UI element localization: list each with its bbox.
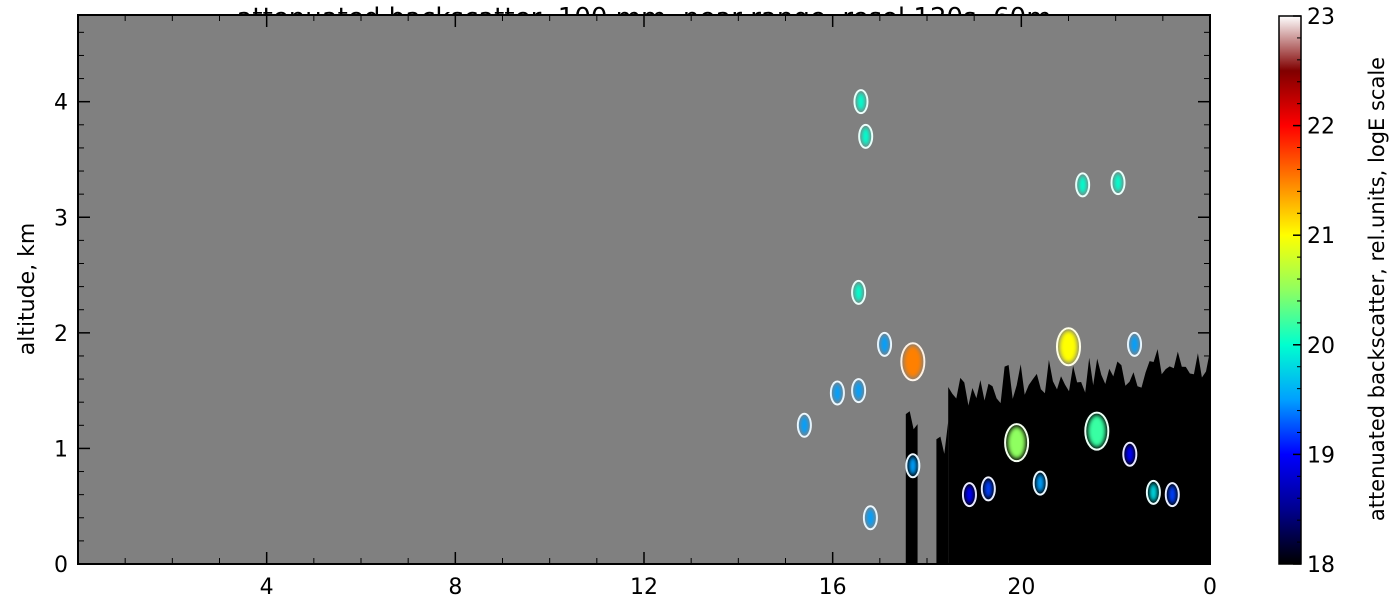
y-tick-label: 2 — [54, 322, 68, 347]
x-tick-label: 4 — [260, 575, 274, 599]
colorbar-tick-label: 19 — [1307, 443, 1335, 468]
feature-outline — [1164, 482, 1180, 508]
feature-mark — [1036, 474, 1045, 493]
feature-outline — [858, 123, 874, 149]
feature-mark — [1007, 426, 1026, 459]
y-axis: 0 1 2 3 4 — [54, 31, 1210, 578]
feature-outline — [1127, 331, 1143, 357]
feature-mark — [908, 456, 917, 475]
colorbar-label: attenuated backscatter, rel.units, logE … — [1365, 57, 1389, 521]
feature-outline — [1084, 411, 1110, 451]
x-axis: 4 8 12 16 20 0 — [124, 15, 1217, 600]
feature-outline — [961, 482, 977, 508]
x-tick-label: 16 — [819, 575, 847, 599]
feature-mark — [856, 92, 865, 111]
y-tick-label: 4 — [54, 91, 68, 116]
x-tick-label: 0 — [1203, 575, 1217, 599]
feature-outline — [900, 342, 926, 382]
feature-outline — [796, 412, 812, 438]
feature-mark — [854, 283, 863, 302]
feature-outline — [829, 380, 845, 406]
feature-outline — [1122, 441, 1138, 467]
feature-outline — [1032, 470, 1048, 496]
feature-outline — [1110, 170, 1126, 196]
colorbar-tick-label: 21 — [1307, 224, 1335, 249]
feature-mark — [984, 479, 993, 498]
colorbar-tick-label: 23 — [1307, 5, 1335, 30]
signal-region — [905, 411, 918, 564]
colorbar-gradient — [1279, 16, 1301, 564]
x-tick-label: 8 — [448, 575, 462, 599]
signal-region — [948, 349, 1210, 564]
feature-outline — [1004, 423, 1030, 463]
colorbar: 18 19 20 21 22 23 attenuated backscatter, rel… — [1278, 5, 1389, 578]
colorbar-ticks: 18 19 20 21 22 23 — [1293, 5, 1335, 578]
feature-outline — [877, 331, 893, 357]
feature-outline — [851, 378, 867, 404]
signal-region — [936, 421, 949, 564]
colorbar-tick-label: 18 — [1307, 553, 1335, 578]
y-tick-label: 0 — [54, 553, 68, 578]
colorbar-tick-label: 22 — [1307, 115, 1335, 140]
feature-outline — [862, 505, 878, 531]
feature-mark — [880, 335, 889, 354]
feature-mark — [1087, 415, 1106, 448]
feature-mark — [1149, 483, 1158, 502]
feature-outline — [1056, 327, 1081, 367]
feature-mark — [1125, 445, 1134, 464]
feature-mark — [866, 508, 875, 527]
feature-mark — [903, 345, 922, 378]
x-tick-label: 20 — [1007, 575, 1035, 599]
feature-mark — [1078, 175, 1087, 194]
feature-layer — [796, 89, 1180, 531]
feature-outline — [1075, 172, 1091, 198]
y-tick-label: 3 — [54, 206, 68, 231]
feature-mark — [800, 416, 809, 435]
x-tick-label: 12 — [630, 575, 658, 599]
feature-mark — [965, 485, 974, 504]
feature-outline — [851, 279, 867, 305]
feature-outline — [853, 89, 869, 115]
feature-outline — [1145, 479, 1161, 505]
feature-mark — [1130, 335, 1139, 354]
feature-outline — [980, 476, 996, 502]
y-axis-label: altitude, km — [15, 223, 40, 356]
feature-mark — [833, 383, 842, 402]
y-tick-label: 1 — [54, 437, 68, 462]
feature-mark — [1168, 485, 1177, 504]
colorbar-tick-label: 20 — [1307, 334, 1335, 359]
feature-mark — [854, 381, 863, 400]
feature-mark — [1059, 330, 1078, 363]
feature-mark — [861, 127, 870, 146]
feature-mark — [1114, 173, 1123, 192]
feature-outline — [905, 453, 921, 479]
colorbar-frame — [1278, 15, 1302, 565]
signal-layer — [905, 349, 1210, 564]
